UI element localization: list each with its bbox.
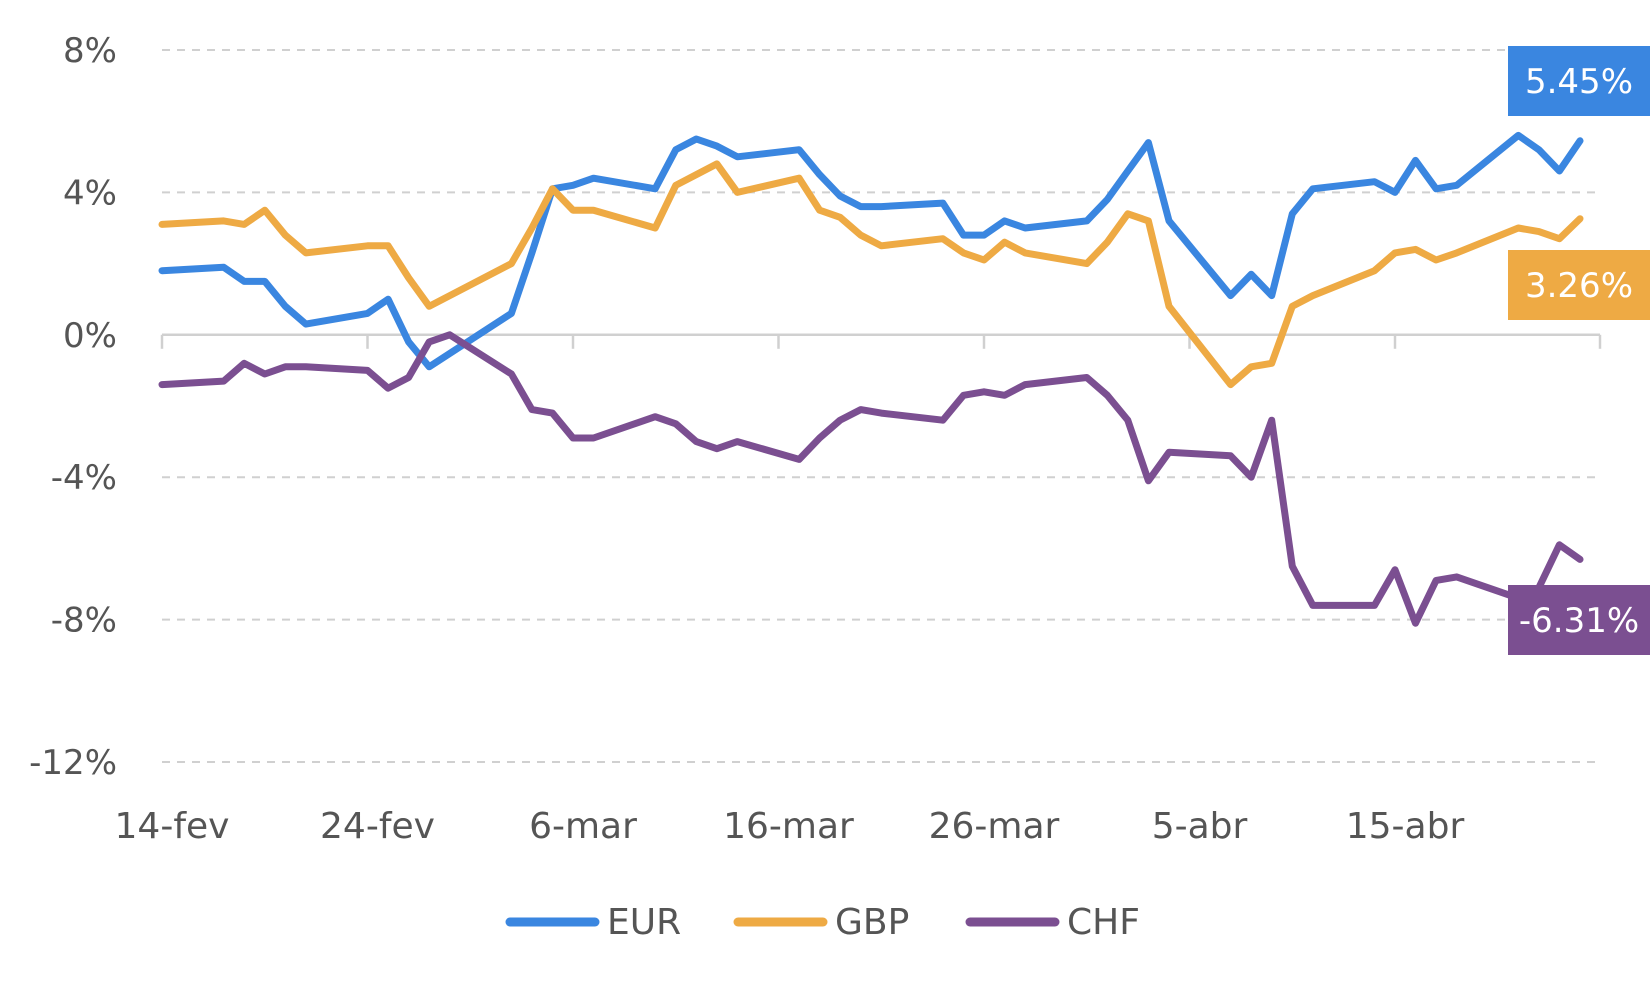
x-tick-label: 6-mar <box>529 806 637 847</box>
legend-label-eur: EUR <box>607 902 681 943</box>
x-tick-label: 15-abr <box>1346 806 1465 847</box>
x-tick-label: 5-abr <box>1152 806 1248 847</box>
end-label-gbp: 3.26% <box>1525 266 1633 306</box>
series-line-gbp <box>158 160 1584 389</box>
legend: EUR GBP CHF <box>505 902 1140 943</box>
y-tick-label: 0% <box>63 316 117 356</box>
series-lines <box>158 131 1584 627</box>
x-tick-label: 14-fev <box>115 806 230 847</box>
x-axis: 14-fev 24-fev 6-mar 16-mar 26-mar 5-abr 15-abr <box>115 333 1602 847</box>
end-label-box-gbp <box>1508 250 1650 320</box>
y-tick-label: -12% <box>29 743 117 783</box>
x-tick-label: 26-mar <box>929 806 1060 847</box>
x-tick-label: 16-mar <box>723 806 854 847</box>
end-label-eur: 5.45% <box>1525 62 1633 102</box>
end-labels: 5.45% 3.26% -6.31% <box>1508 46 1650 655</box>
legend-label-chf: CHF <box>1067 902 1140 943</box>
gridlines <box>162 49 1600 763</box>
x-tick-label: 24-fev <box>320 806 435 847</box>
series-line-eur <box>158 131 1584 371</box>
y-tick-label: -8% <box>51 601 117 641</box>
y-tick-label: 4% <box>63 173 117 213</box>
end-label-box-chf <box>1508 585 1650 655</box>
end-label-chf: -6.31% <box>1519 601 1639 641</box>
legend-label-gbp: GBP <box>835 902 909 943</box>
y-axis-ticks: 8% 4% 0% -4% -8% -12% <box>29 31 117 783</box>
y-tick-label: -4% <box>51 458 117 498</box>
y-tick-label: 8% <box>63 31 117 71</box>
end-label-box-eur <box>1508 46 1650 116</box>
series-line-chf <box>158 331 1584 627</box>
